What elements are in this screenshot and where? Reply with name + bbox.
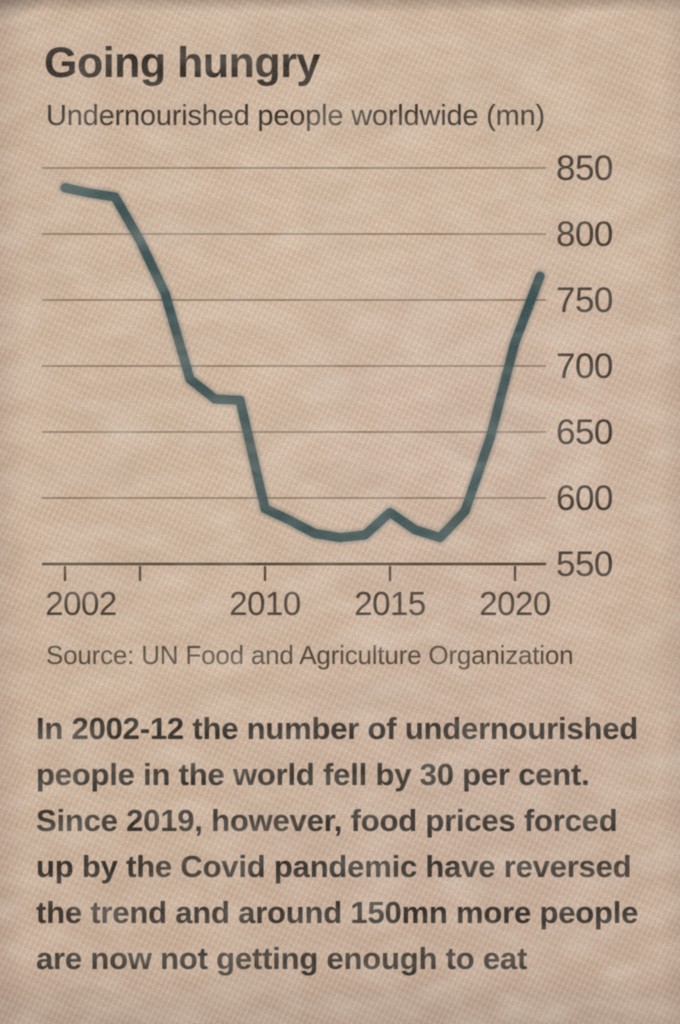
y-axis-label-550: 550: [556, 545, 613, 584]
source-note: Source: UN Food and Agriculture Organiza…: [46, 640, 574, 670]
y-axis-label-600: 600: [556, 479, 613, 518]
y-axis-label-750: 750: [556, 281, 613, 320]
y-axis-label-650: 650: [556, 413, 613, 452]
x-axis-label-2002: 2002: [45, 585, 116, 622]
x-axis-label-2010: 2010: [229, 585, 301, 622]
chart-subtitle: Undernourished people worldwide (mn): [46, 100, 545, 132]
paragraph-line: In 2002-12 the number of undernourished: [36, 711, 638, 746]
data-line-shadow: [58, 180, 547, 545]
data-line: [60, 183, 545, 543]
paragraph-line: are now not getting enough to eat: [36, 941, 528, 976]
chart-title: Going hungry: [44, 39, 320, 87]
paragraph-line: Since 2019, however, food prices forced: [36, 803, 618, 838]
x-axis-label-2020: 2020: [479, 585, 551, 622]
annotation-paragraph: In 2002-12 the number of undernourished …: [36, 706, 666, 982]
y-axis-label-850: 850: [556, 149, 613, 188]
paragraph-line: up by the Covid pandemic have reversed: [36, 849, 632, 884]
x-axis-label-2015: 2015: [354, 585, 425, 622]
y-axis-label-700: 700: [556, 347, 613, 386]
paragraph-line: people in the world fell by 30 per cent.: [36, 757, 590, 792]
paragraph-line: the trend and around 150mn more people: [36, 895, 639, 930]
y-axis-label-800: 800: [556, 215, 613, 254]
